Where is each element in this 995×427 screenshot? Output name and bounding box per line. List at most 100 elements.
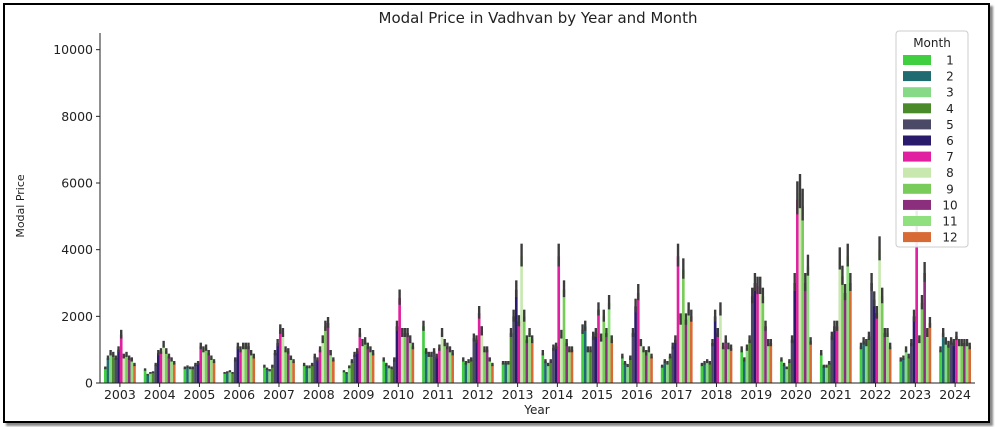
y-axis: 0 2000 4000 6000 8000 10000: [53, 33, 101, 391]
bar-2014-month-5: [552, 348, 555, 383]
bar-2012-month-8: [480, 331, 484, 383]
bar-2009-month-2: [345, 373, 348, 383]
bar-2018-month-7: [716, 333, 720, 383]
bar-2016-month-10: [644, 353, 648, 383]
bar-2016-month-5: [631, 333, 635, 383]
bar-2014-month-7: [557, 256, 561, 383]
x-tick-label: 2006: [223, 387, 255, 402]
bar-2006-month-9: [244, 346, 248, 383]
bar-2017-month-4: [668, 356, 672, 383]
bar-2006-month-10: [247, 346, 250, 383]
bar-2008-month-4: [310, 364, 314, 383]
bar-2010-month-6: [395, 326, 399, 383]
bar-2004-month-2: [146, 374, 150, 383]
legend-label-month-6: 6: [946, 134, 954, 148]
bar-2018-month-12: [729, 348, 733, 383]
bar-2008-month-5: [313, 356, 317, 383]
bar-2011-month-10: [446, 346, 449, 383]
bar-2006-month-4: [231, 373, 234, 383]
bar-2011-month-5: [432, 351, 436, 383]
bar-2018-month-11: [727, 346, 730, 383]
bar-2021-month-11: [846, 256, 850, 383]
bar-2007-month-9: [284, 349, 287, 383]
bar-2012-month-5: [472, 338, 476, 383]
bar-2007-month-1: [263, 366, 266, 383]
bar-2020-month-8: [798, 193, 802, 383]
bar-2010-month-11: [408, 339, 412, 383]
legend-label-month-5: 5: [946, 118, 954, 132]
x-tick-label: 2023: [899, 387, 931, 402]
x-tick-label: 2018: [701, 387, 733, 402]
bar-2022-month-1: [859, 346, 863, 383]
bar-2020-month-10: [803, 283, 807, 383]
bar-2014-month-11: [567, 349, 571, 383]
bar-2007-month-6: [276, 343, 279, 383]
bar-2024-month-3: [944, 341, 948, 383]
y-tick-label: 10000: [53, 42, 93, 57]
legend-swatch-month-2: [903, 71, 931, 82]
bar-2008-month-1: [302, 364, 306, 383]
bar-2020-month-4: [788, 361, 791, 383]
legend-label-month-10: 10: [942, 198, 957, 212]
bar-2008-month-3: [308, 367, 311, 383]
bar-2005-month-9: [204, 348, 208, 383]
legend-swatch-month-5: [903, 119, 931, 130]
legend-label-month-4: 4: [946, 102, 954, 116]
bar-2016-month-11: [647, 349, 651, 383]
bar-2008-month-11: [329, 353, 333, 383]
bar-2013-month-10: [525, 339, 529, 383]
bar-2005-month-2: [186, 367, 189, 383]
bar-2005-month-3: [188, 368, 192, 383]
legend-swatch-month-7: [903, 151, 931, 162]
bar-2012-month-3: [467, 361, 470, 383]
bar-2022-month-3: [864, 343, 868, 383]
legend-swatch-month-11: [903, 216, 931, 226]
bar-2009-month-11: [369, 349, 372, 383]
bar-2016-month-9: [642, 349, 645, 383]
x-tick-label: 2022: [860, 387, 892, 402]
x-tick-label: 2012: [462, 387, 494, 402]
bar-2009-month-4: [350, 361, 354, 383]
bar-2021-month-10: [843, 293, 847, 383]
bar-2010-month-5: [392, 359, 396, 383]
bar-2004-month-1: [143, 369, 147, 383]
bar-2024-month-4: [947, 344, 950, 383]
bar-2021-month-12: [849, 283, 852, 383]
bar-2023-month-5: [910, 343, 913, 383]
bar-2020-month-7: [796, 199, 799, 383]
legend-label-month-8: 8: [946, 166, 954, 180]
y-tick-label: 8000: [61, 109, 93, 124]
bar-2024-month-7: [955, 336, 958, 383]
bar-2018-month-1: [700, 364, 704, 383]
bar-2012-month-6: [475, 339, 478, 383]
bar-2015-month-3: [586, 349, 590, 383]
x-tick-label: 2016: [621, 387, 653, 402]
x-axis: 2003 2004 2005 2006 2007 2008 2009 2010 2011 2012…: [100, 382, 975, 402]
bar-2019-month-12: [769, 343, 773, 383]
bar-2012-month-11: [488, 359, 492, 383]
bar-2018-month-5: [711, 343, 714, 383]
bar-2005-month-5: [194, 364, 197, 383]
bar-2010-month-7: [398, 298, 401, 383]
bar-2013-month-8: [520, 256, 523, 383]
bar-2020-month-12: [809, 341, 812, 383]
bar-2011-month-11: [448, 349, 452, 383]
x-tick-label: 2004: [144, 387, 176, 402]
bar-2021-month-1: [819, 353, 823, 383]
bar-2020-month-5: [790, 339, 794, 383]
bar-2017-month-1: [660, 366, 664, 383]
bar-2023-month-7: [915, 226, 918, 383]
bar-2008-month-12: [332, 359, 335, 383]
x-tick-label: 2008: [303, 387, 335, 402]
bar-2013-month-1: [501, 363, 505, 383]
bar-2006-month-6: [236, 346, 240, 383]
x-tick-label: 2020: [780, 387, 812, 402]
bar-2008-month-6: [316, 359, 319, 383]
bar-2010-month-3: [387, 367, 391, 383]
bar-2013-month-5: [512, 316, 515, 383]
bar-2012-month-2: [464, 363, 468, 383]
bar-2017-month-2: [663, 361, 667, 383]
bar-2019-month-3: [745, 348, 749, 383]
bar-2014-month-1: [541, 353, 545, 383]
